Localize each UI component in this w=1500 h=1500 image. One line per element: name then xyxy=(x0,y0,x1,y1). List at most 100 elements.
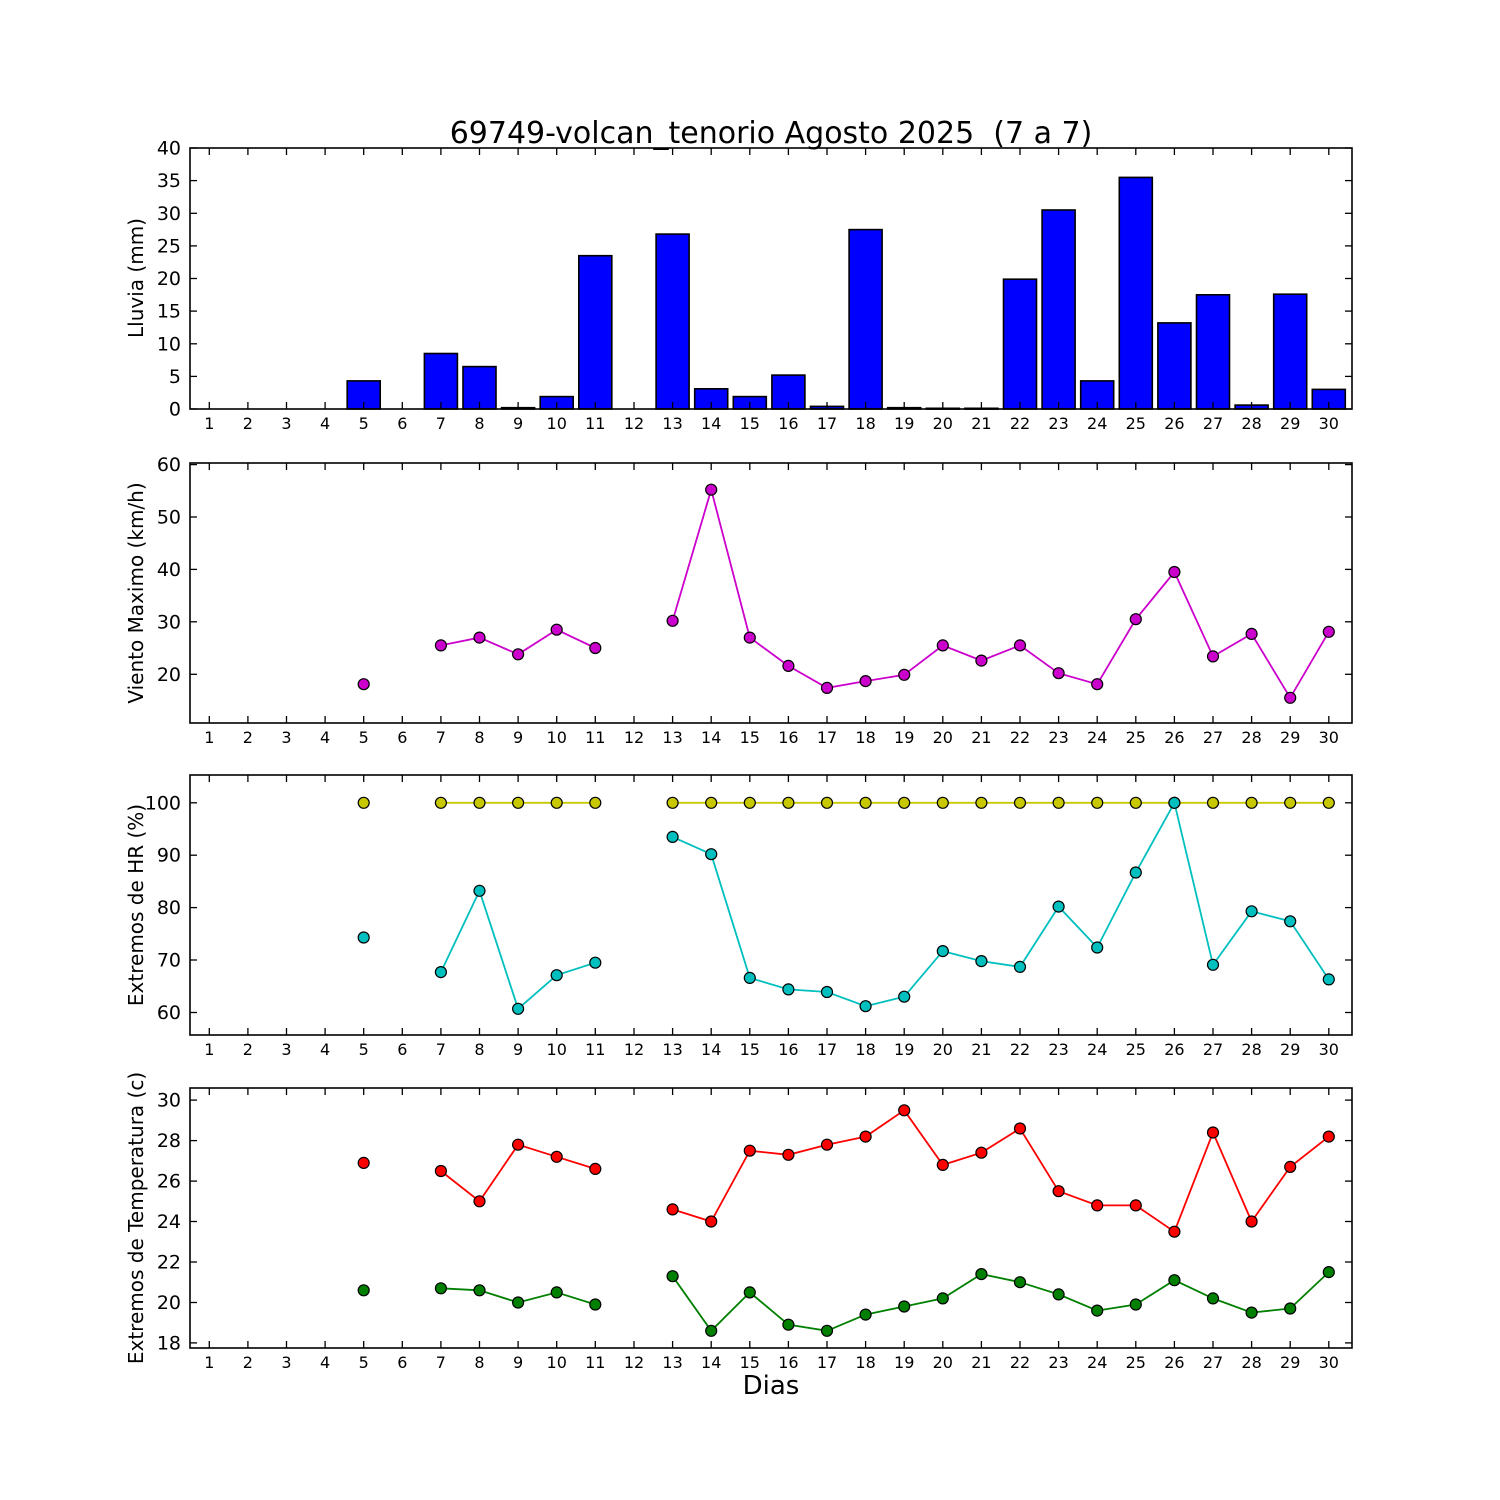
x-tick-label: 30 xyxy=(1319,1353,1339,1372)
point-viento-max-day-30 xyxy=(1322,625,1335,638)
point-temp-min-day-19 xyxy=(898,1300,911,1313)
point-hr-max-day-16 xyxy=(782,796,795,809)
x-tick-label: 21 xyxy=(971,728,991,747)
x-tick-label: 2 xyxy=(243,1040,253,1059)
x-tick-label: 11 xyxy=(585,1353,605,1372)
point-temp-max-day-9 xyxy=(511,1138,525,1151)
x-tick-label: 14 xyxy=(701,414,721,433)
point-temp-min-day-16 xyxy=(782,1318,795,1331)
point-temp-min-day-22 xyxy=(1013,1276,1027,1289)
point-hr-max-day-9 xyxy=(511,796,525,809)
bar-day-25 xyxy=(1118,176,1154,410)
point-hr-min-day-29 xyxy=(1284,915,1297,928)
x-tick-label: 27 xyxy=(1203,1353,1223,1372)
x-tick-label: 6 xyxy=(397,414,407,433)
point-temp-max-day-20 xyxy=(936,1158,949,1172)
y-tick-label: 70 xyxy=(157,950,181,972)
point-hr-min-day-23 xyxy=(1052,900,1065,913)
x-tick-label: 7 xyxy=(436,728,446,747)
x-tick-label: 8 xyxy=(474,1040,484,1059)
y-tick-label: 18 xyxy=(157,1332,181,1354)
x-axis-label: Dias xyxy=(742,1371,800,1401)
x-tick-label: 16 xyxy=(778,728,798,747)
point-viento-max-day-20 xyxy=(936,639,949,652)
x-tick-label: 4 xyxy=(320,728,330,747)
point-viento-max-day-19 xyxy=(898,668,911,681)
point-hr-max-day-14 xyxy=(705,796,718,809)
x-tick-label: 7 xyxy=(436,1040,446,1059)
point-temp-min-day-14 xyxy=(705,1324,718,1337)
x-tick-label: 6 xyxy=(397,1353,407,1372)
x-tick-label: 16 xyxy=(778,414,798,433)
panel-lluvia: 1 2 3 4 5 6 7 8 9 10 11 12 13 14 15 16 17 18 19 20 21 22 23 24 2… xyxy=(157,138,1353,433)
x-tick-label: 5 xyxy=(359,1353,369,1372)
point-temp-max-day-15 xyxy=(743,1144,756,1157)
point-temp-min-day-20 xyxy=(936,1292,949,1305)
x-tick-label: 10 xyxy=(547,1353,567,1372)
bar-day-23 xyxy=(1041,209,1076,410)
point-hr-min-day-21 xyxy=(975,954,988,968)
point-hr-min-day-18 xyxy=(859,1000,872,1013)
point-viento-max-day-14 xyxy=(705,483,718,496)
x-tick-label: 18 xyxy=(855,1353,875,1372)
x-tick-label: 26 xyxy=(1164,1353,1184,1372)
x-tick-label: 27 xyxy=(1203,728,1223,747)
point-temp-max-day-24 xyxy=(1091,1199,1104,1212)
point-temp-max-day-29 xyxy=(1284,1160,1297,1174)
axes-frame xyxy=(189,462,1353,724)
x-tick-label: 3 xyxy=(281,1353,291,1372)
x-tick-label: 17 xyxy=(817,1040,837,1059)
point-temp-max-day-30 xyxy=(1322,1130,1335,1143)
x-tick-label: 21 xyxy=(971,1040,991,1059)
x-tick-label: 29 xyxy=(1280,414,1300,433)
x-tick-label: 20 xyxy=(933,414,953,433)
x-tick-label: 5 xyxy=(359,1040,369,1059)
x-tick-label: 11 xyxy=(585,414,605,433)
x-tick-label: 29 xyxy=(1280,1040,1300,1059)
point-viento-max-day-27 xyxy=(1206,650,1220,663)
point-temp-min-day-27 xyxy=(1206,1292,1220,1305)
x-tick-label: 14 xyxy=(701,1040,721,1059)
x-tick-label: 8 xyxy=(474,728,484,747)
x-tick-label: 25 xyxy=(1126,1040,1146,1059)
point-temp-max-day-14 xyxy=(705,1215,718,1228)
x-tick-label: 28 xyxy=(1241,1040,1261,1059)
point-temp-min-day-10 xyxy=(550,1286,563,1299)
point-temp-max-day-17 xyxy=(820,1138,834,1151)
bar-day-8 xyxy=(462,365,497,410)
point-temp-max-day-23 xyxy=(1052,1185,1065,1198)
point-temp-min-day-21 xyxy=(975,1267,988,1281)
bar-day-24 xyxy=(1079,380,1115,410)
x-tick-label: 20 xyxy=(933,1353,953,1372)
point-temp-min-day-7 xyxy=(434,1282,447,1295)
y-tick-label: 40 xyxy=(157,559,181,581)
point-hr-max-day-11 xyxy=(589,796,602,809)
point-viento-max-day-17 xyxy=(820,681,834,695)
y-tick-label: 35 xyxy=(157,170,181,192)
bar-day-11 xyxy=(577,254,613,410)
point-temp-min-day-9 xyxy=(511,1296,525,1309)
x-tick-label: 21 xyxy=(971,414,991,433)
point-hr-max-day-30 xyxy=(1322,796,1335,809)
point-viento-max-day-5 xyxy=(357,678,370,691)
x-tick-label: 10 xyxy=(547,414,567,433)
x-tick-label: 11 xyxy=(585,1040,605,1059)
y-tick-label: 30 xyxy=(157,611,181,633)
point-viento-max-day-11 xyxy=(589,641,602,655)
point-hr-max-day-22 xyxy=(1013,796,1027,809)
point-temp-max-day-10 xyxy=(550,1150,563,1163)
point-hr-max-day-7 xyxy=(434,796,447,809)
panel-extremos-hr: 1 2 3 4 5 6 7 8 9 10 11 12 13 14 15 16 17 18 19 20 21 22 23 24 2… xyxy=(145,774,1353,1059)
x-tick-label: 24 xyxy=(1087,1353,1107,1372)
point-temp-max-day-26 xyxy=(1168,1225,1181,1238)
x-tick-label: 18 xyxy=(855,728,875,747)
point-hr-max-day-8 xyxy=(473,796,486,809)
x-tick-label: 13 xyxy=(662,728,682,747)
x-tick-label: 3 xyxy=(281,728,291,747)
point-viento-max-day-10 xyxy=(550,623,563,636)
x-tick-label: 24 xyxy=(1087,1040,1107,1059)
bar-day-22 xyxy=(1002,278,1038,410)
x-tick-label: 1 xyxy=(204,1353,214,1372)
x-tick-label: 7 xyxy=(436,414,446,433)
